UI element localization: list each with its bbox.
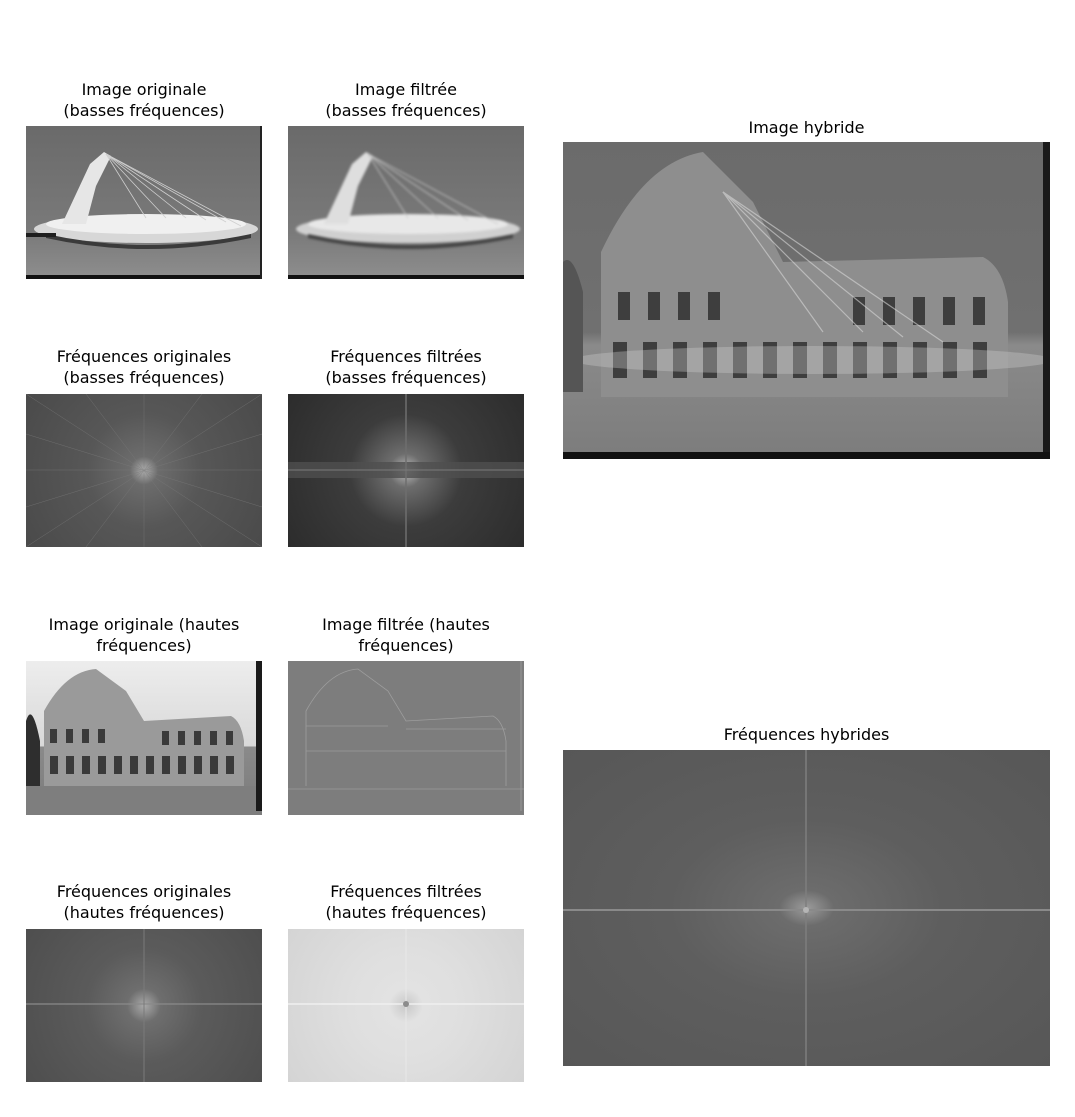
spectrum-orig-high-cross (26, 929, 262, 1082)
spectrum-filt-high-cross (288, 929, 524, 1082)
spectrum-hybrid-cross (563, 750, 1050, 1066)
spectrum-orig-high (26, 929, 262, 1082)
coliseum-highpass-image (288, 661, 524, 815)
title-hybrid: Image hybride (748, 118, 865, 137)
panel-freq-filt-low: Fréquences filtrées (basses fréquences) (288, 346, 524, 547)
title-freq-orig-high: Fréquences originales (hautes fréquences… (56, 882, 232, 922)
spectrum-filt-low-lines (288, 394, 524, 547)
spectrum-hybrid (563, 750, 1050, 1066)
title-freq-orig-low: Fréquences originales (basses fréquences… (56, 347, 232, 387)
panel-freq-orig-low: Fréquences originales (basses fréquences… (26, 346, 262, 547)
stadium-blurred-drawing (296, 152, 520, 249)
coliseum-image (26, 661, 262, 815)
title-freq-filt-high: Fréquences filtrées (hautes fréquences) (325, 882, 487, 922)
title-orig-low: Image originale (basses fréquences) (63, 80, 225, 120)
title-freq-filt-low: Fréquences filtrées (basses fréquences) (325, 347, 487, 387)
stadium-image (26, 126, 262, 279)
title-filt-high: Image filtrée (hautes fréquences) (322, 615, 490, 655)
panel-filt-low: Image filtrée (basses fréquences) (288, 79, 524, 279)
coliseum-edges (288, 661, 524, 811)
panel-freq-orig-high: Fréquences originales (hautes fréquences… (26, 881, 262, 1082)
title-filt-low: Image filtrée (basses fréquences) (325, 80, 487, 120)
spectrum-filt-low (288, 394, 524, 547)
panel-freq-filt-high: Fréquences filtrées (hautes fréquences) (288, 881, 524, 1082)
title-orig-high: Image originale (hautes fréquences) (48, 615, 240, 655)
coliseum-drawing (26, 661, 262, 815)
panel-orig-low: Image originale (basses fréquences) (26, 79, 262, 279)
spectrum-orig-low (26, 394, 262, 547)
title-hybrid-freq: Fréquences hybrides (723, 725, 890, 744)
hybrid-drawing (563, 142, 1050, 459)
panel-filt-high: Image filtrée (hautes fréquences) (288, 614, 524, 815)
stadium-blurred-image (288, 126, 524, 279)
spectrum-orig-low-rays (26, 394, 262, 547)
spectrum-filt-high (288, 929, 524, 1082)
panel-hybrid: Image hybride (563, 117, 1050, 459)
stadium-drawing (26, 152, 258, 249)
panel-hybrid-freq: Fréquences hybrides (563, 724, 1050, 1066)
panel-orig-high: Image originale (hautes fréquences) (26, 614, 262, 815)
hybrid-image (563, 142, 1050, 459)
